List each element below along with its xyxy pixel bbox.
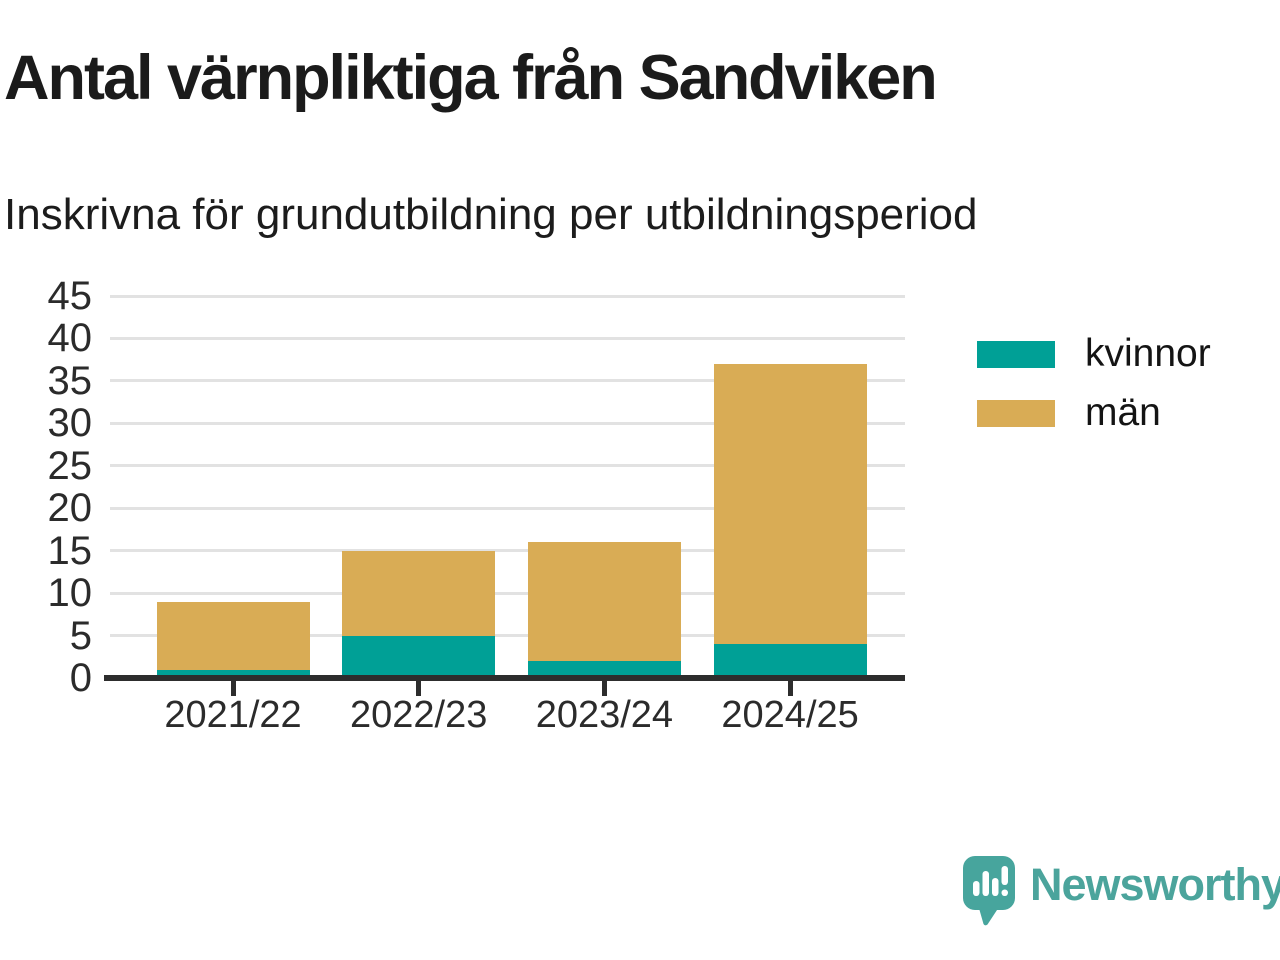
x-axis-tick xyxy=(787,681,793,696)
y-tick-label: 45 xyxy=(47,274,93,318)
plot-area: 2021/22 2022/23 2023/24 2024/25 xyxy=(104,294,905,736)
y-tick-label: 40 xyxy=(47,316,93,361)
gridline xyxy=(110,336,905,340)
legend-label-kvinnor: kvinnor xyxy=(1085,332,1211,375)
legend: kvinnor män xyxy=(977,332,1211,435)
legend-label-man: män xyxy=(1085,391,1161,434)
gridline xyxy=(110,549,905,553)
x-axis-line xyxy=(104,675,905,681)
legend-item-man: män xyxy=(977,391,1211,435)
bar-segment-kvinnor-2024/25 xyxy=(713,644,867,678)
newsworthy-logo-icon xyxy=(963,856,1015,926)
x-tick-label: 2021/22 xyxy=(164,694,302,736)
legend-swatch-kvinnor xyxy=(977,340,1055,368)
legend-swatch-man xyxy=(977,399,1055,427)
gridline xyxy=(110,634,905,638)
y-axis-labels: 0 5 10 15 20 25 30 35 40 45 xyxy=(0,276,93,698)
x-tick-label: 2023/24 xyxy=(535,694,674,736)
bar-segment-män-2024/25 xyxy=(713,363,867,645)
y-tick-label: 25 xyxy=(47,443,93,488)
brand-logo: Newsworthy xyxy=(963,856,1280,926)
bar-segment-kvinnor-2023/24 xyxy=(527,661,681,678)
y-tick-label: 35 xyxy=(47,358,93,403)
y-tick-label: 0 xyxy=(69,656,92,700)
bar-segment-kvinnor-2022/23 xyxy=(342,635,496,678)
gridline xyxy=(110,506,905,510)
y-tick-label: 10 xyxy=(47,571,93,616)
y-tick-label: 20 xyxy=(47,486,93,531)
gridline xyxy=(110,294,905,298)
x-tick-label: 2024/25 xyxy=(721,694,859,736)
gridline xyxy=(110,464,905,468)
brand-name: Newsworthy xyxy=(1030,859,1280,910)
bar-segment-män-2023/24 xyxy=(527,542,681,662)
bar-segment-män-2021/22 xyxy=(156,601,310,670)
page-subtitle: Inskrivna för grundutbildning per utbild… xyxy=(4,190,978,239)
x-tick-label: 2022/23 xyxy=(350,694,488,736)
x-axis-tick xyxy=(230,681,236,696)
page-title: Antal värnpliktiga från Sandviken xyxy=(4,43,938,113)
y-tick-label: 5 xyxy=(69,613,92,658)
legend-item-kvinnor: kvinnor xyxy=(977,332,1211,376)
gridline xyxy=(110,591,905,595)
y-tick-label: 30 xyxy=(47,401,93,446)
y-tick-label: 15 xyxy=(47,528,93,573)
gridline xyxy=(110,379,905,383)
gridline xyxy=(110,421,905,425)
x-axis-tick xyxy=(601,681,607,696)
x-axis-tick xyxy=(416,681,422,696)
bar-segment-män-2022/23 xyxy=(342,550,496,636)
bar-segment-kvinnor-2021/22 xyxy=(156,669,310,678)
